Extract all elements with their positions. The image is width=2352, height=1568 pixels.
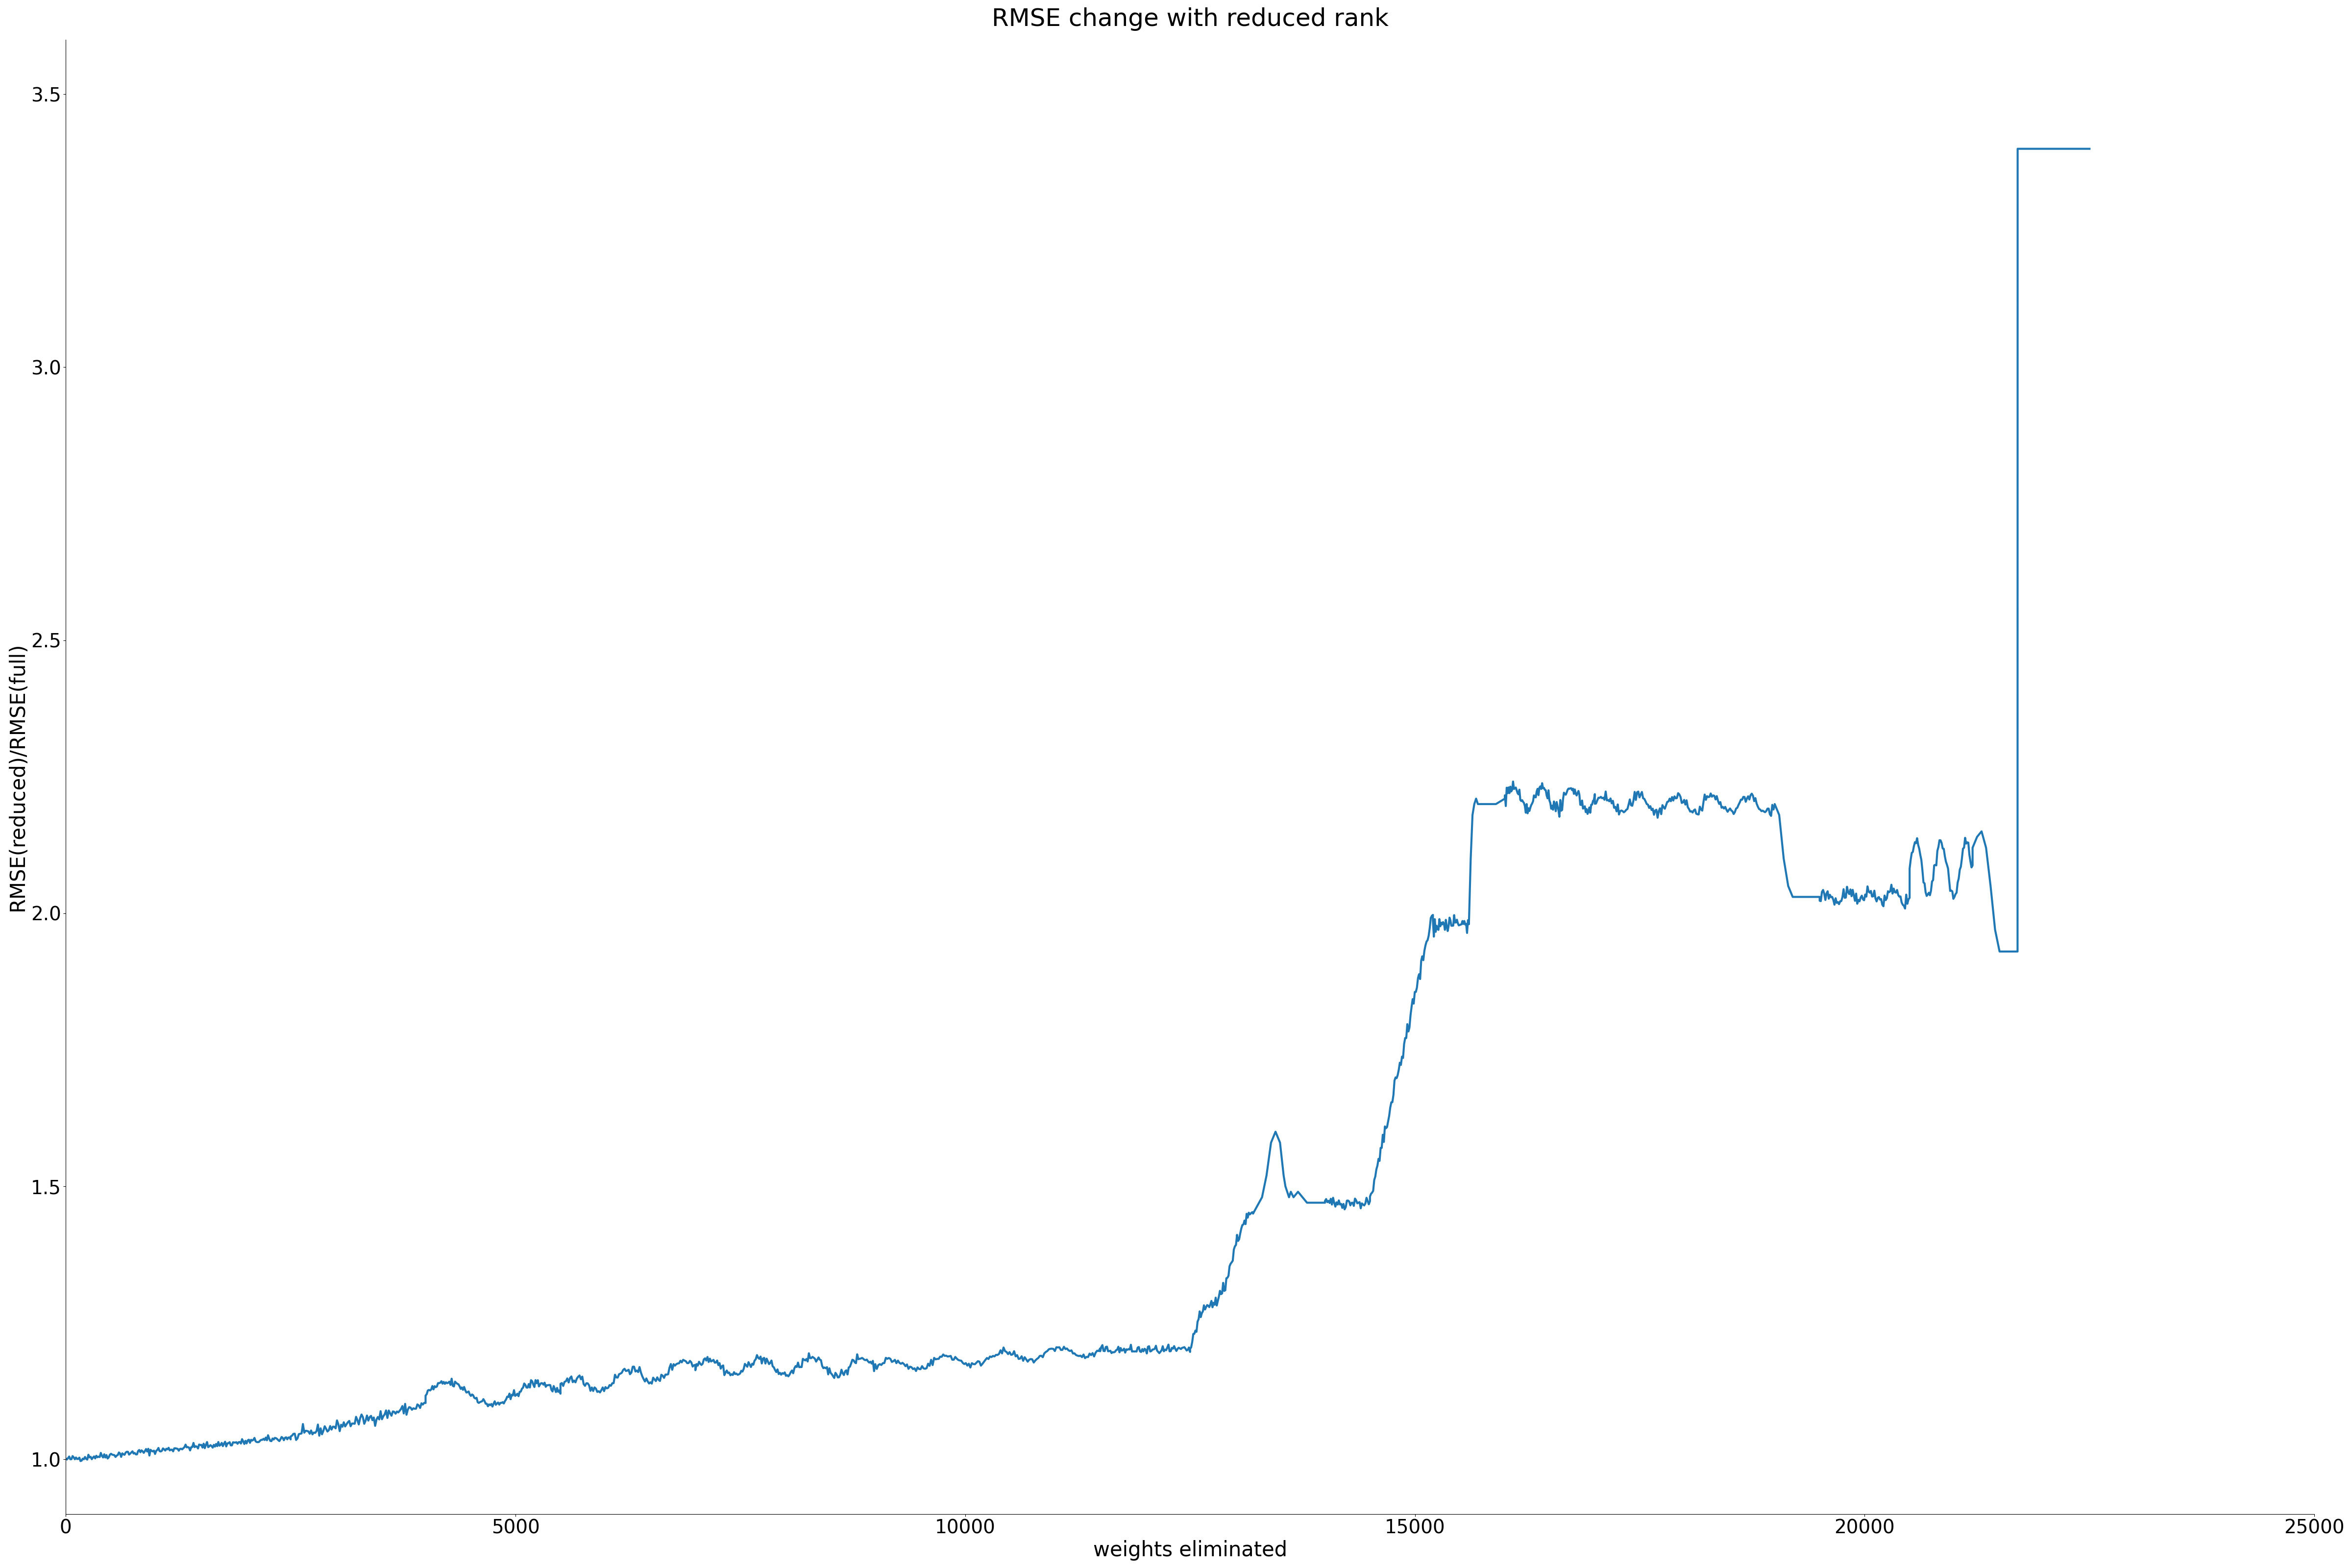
Title: RMSE change with reduced rank: RMSE change with reduced rank — [993, 8, 1388, 31]
Y-axis label: RMSE(reduced)/RMSE(full): RMSE(reduced)/RMSE(full) — [7, 643, 28, 911]
X-axis label: weights eliminated: weights eliminated — [1094, 1540, 1287, 1560]
